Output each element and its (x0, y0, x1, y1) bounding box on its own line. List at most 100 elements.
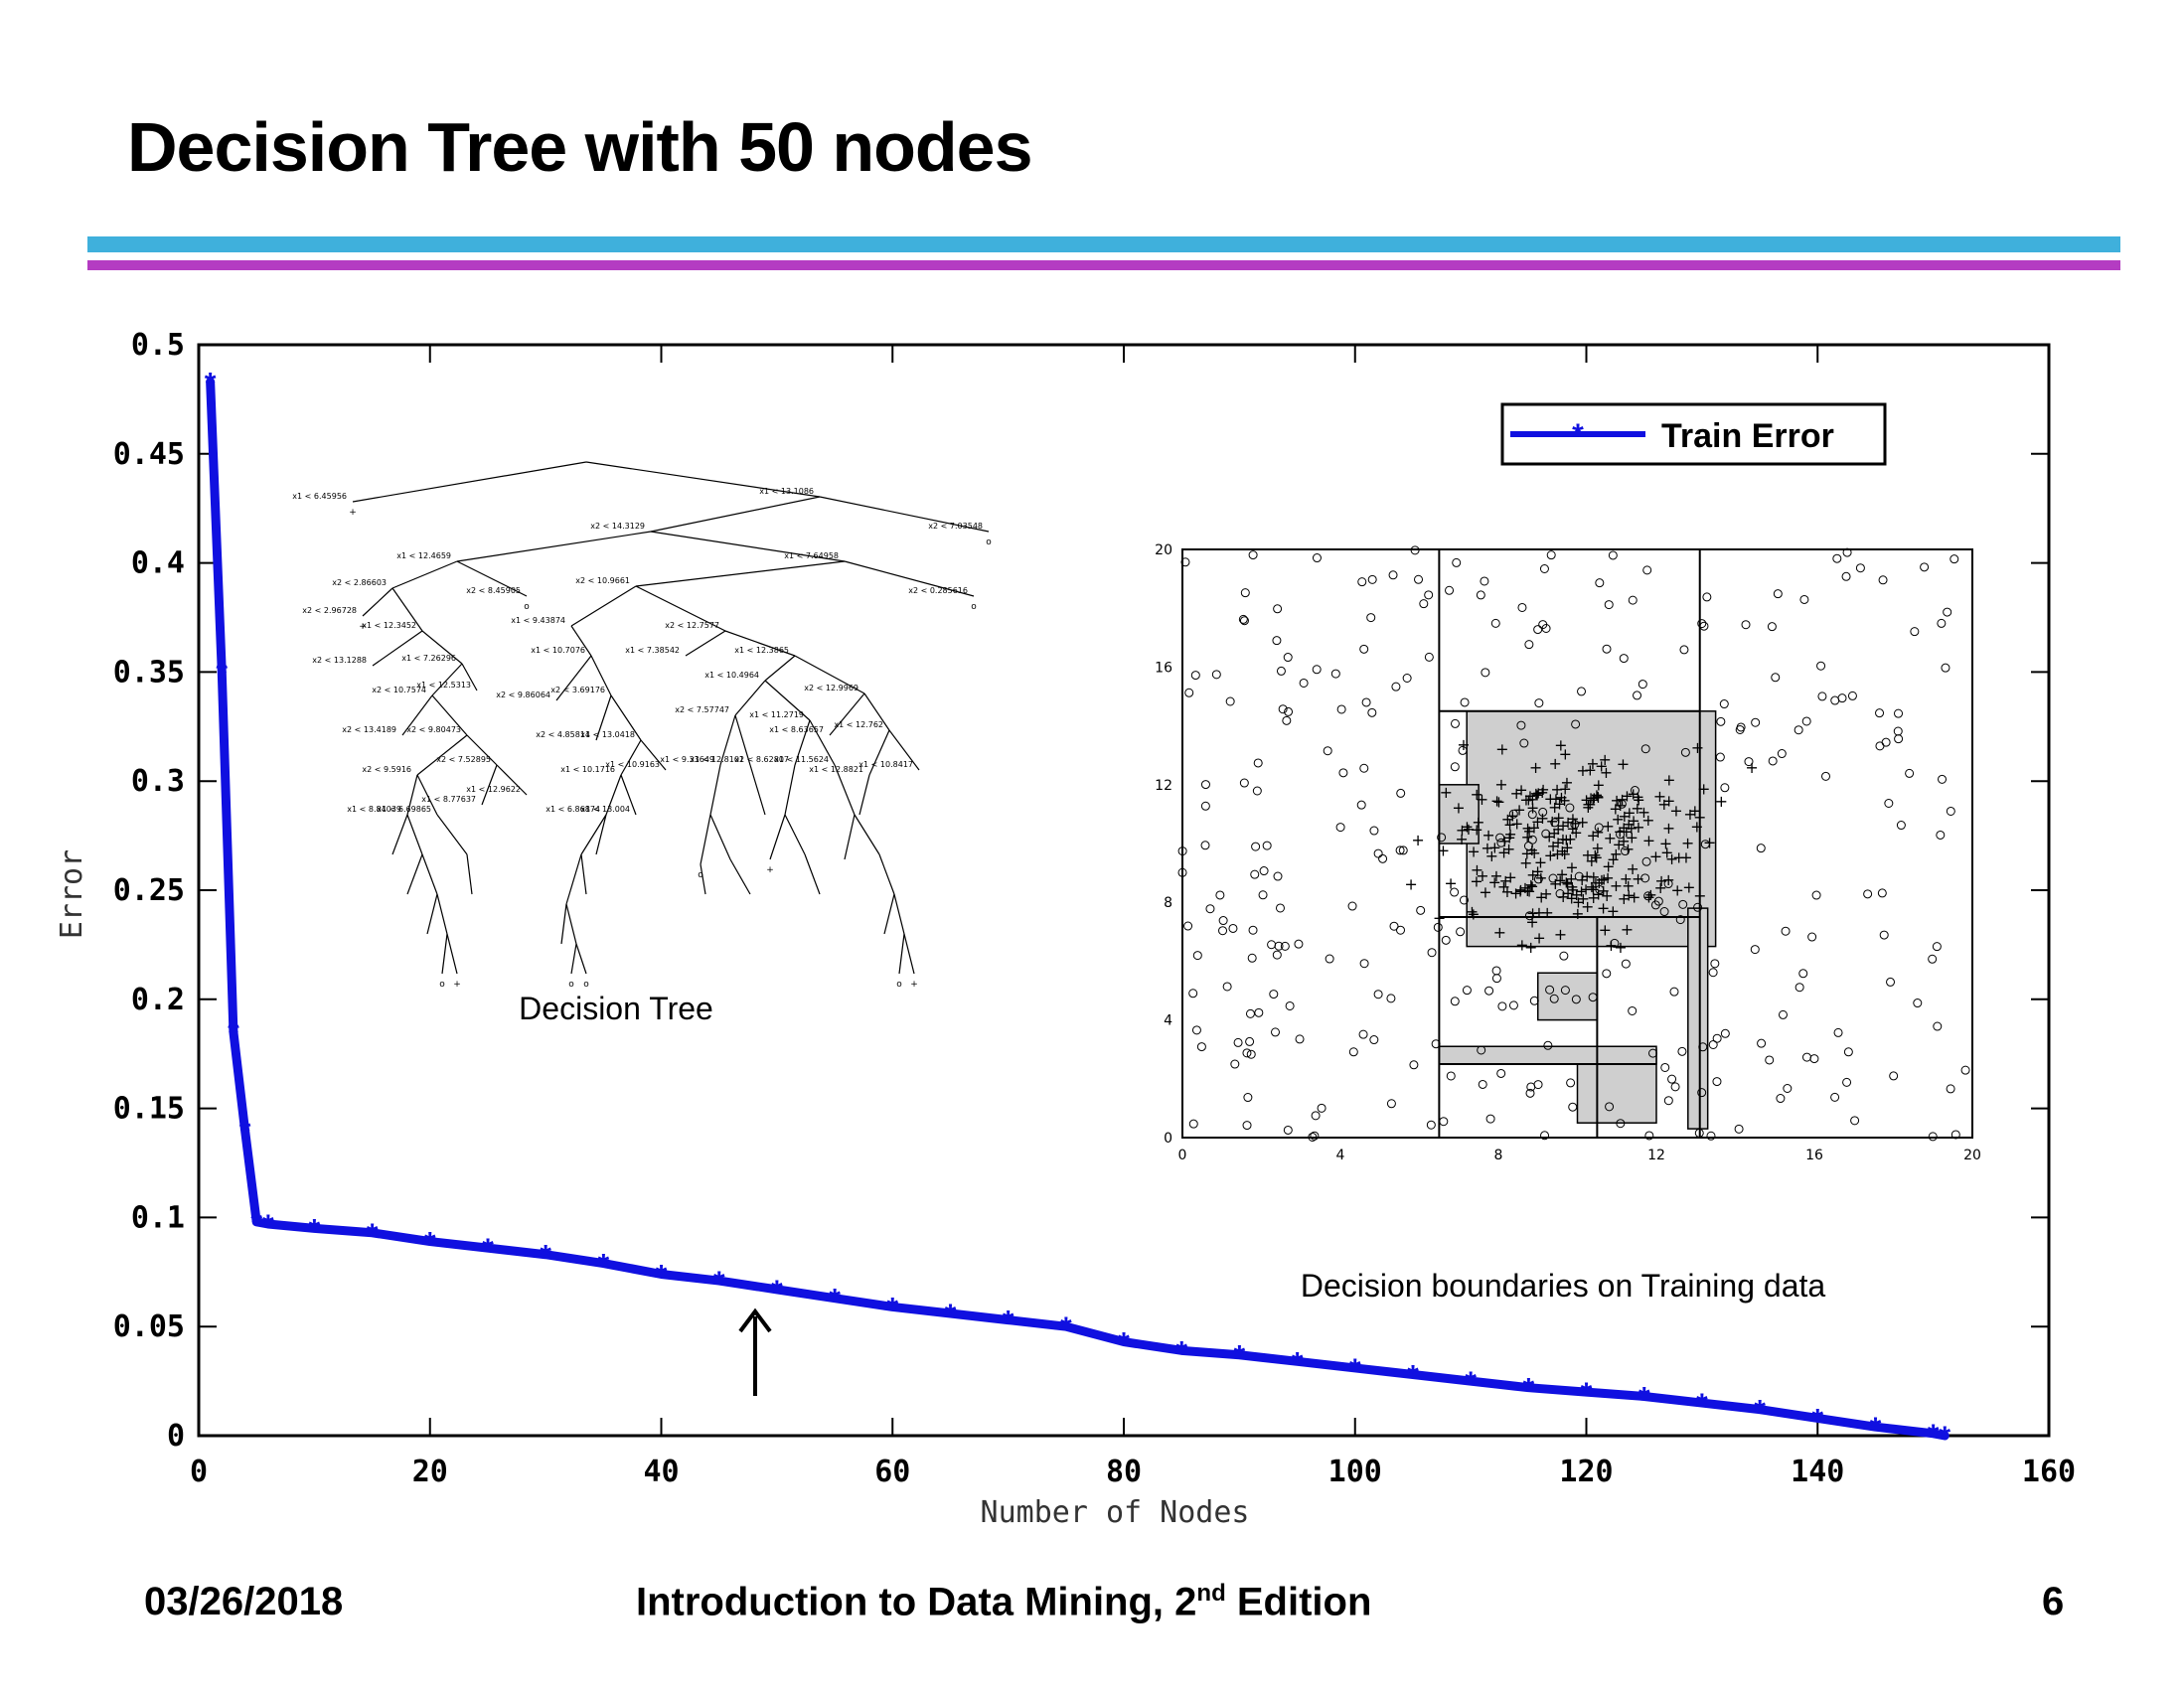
data-point-circle (1402, 673, 1412, 683)
data-point-circle (1549, 994, 1559, 1003)
data-point-plus: + (1476, 790, 1488, 809)
page-number: 6 (2042, 1580, 2065, 1623)
data-point-plus: + (1497, 877, 1510, 896)
data-point-circle (1533, 625, 1543, 635)
data-point: * (1638, 1381, 1650, 1414)
data-point-plus: + (1461, 817, 1474, 836)
data-point-circle (1715, 752, 1725, 762)
data-point-circle (1529, 996, 1539, 1005)
data-point-circle (1833, 1027, 1843, 1037)
tree-edge (496, 764, 528, 796)
data-point-circle (1410, 545, 1420, 555)
footer-book-prefix: Introduction to Data Mining, 2 (636, 1580, 1197, 1624)
data-point-circle (1648, 1048, 1658, 1058)
tree-split-label: x1 < 12.8101 (690, 755, 744, 764)
data-point-circle (1777, 749, 1787, 759)
data-point: * (1939, 1421, 1950, 1454)
tree-edge (441, 933, 448, 975)
data-point-circle (1317, 1103, 1326, 1113)
y-tick-label: 0.2 (131, 983, 185, 1017)
data-point-circle (1228, 923, 1238, 933)
data-point-circle (1347, 901, 1357, 911)
data-point-plus: + (1553, 794, 1566, 813)
x-tick-label: 40 (643, 1455, 679, 1489)
data-point-circle (1280, 941, 1290, 951)
data-point-circle (1276, 666, 1286, 676)
data-point: * (1060, 1311, 1072, 1344)
data-point-plus: + (1532, 929, 1545, 948)
data-point-circle (1242, 1048, 1252, 1058)
data-point-plus: + (1662, 791, 1675, 810)
data-point-circle (1677, 1046, 1687, 1056)
data-point-circle (1246, 1049, 1256, 1059)
tree-edge (406, 774, 418, 816)
boundary-y-tick: 20 (1155, 542, 1172, 558)
data-point-plus: + (1558, 791, 1571, 810)
data-point-circle (1251, 842, 1261, 851)
data-point-circle (1799, 594, 1809, 604)
data-point-plus: + (1581, 897, 1594, 916)
data-point: * (945, 1299, 957, 1331)
tree-edge (426, 893, 438, 935)
data-point: * (771, 1275, 783, 1307)
data-point-circle (1526, 1082, 1536, 1092)
tree-edge (700, 863, 706, 895)
data-point-plus: + (1610, 876, 1623, 895)
data-point-plus: + (1569, 823, 1582, 842)
data-point-circle (1533, 874, 1543, 884)
data-point-plus: + (1519, 853, 1532, 872)
data-point: * (216, 657, 228, 690)
data-point-plus: + (1623, 803, 1636, 822)
tree-split-label: x1 < 12.5313 (416, 681, 471, 690)
data-point-plus: + (1560, 773, 1573, 792)
data-point-circle (1605, 1102, 1615, 1112)
data-point-circle (1275, 903, 1285, 913)
data-point-circle (1330, 669, 1340, 679)
data-point-circle (1233, 1037, 1243, 1047)
data-point-plus: + (1597, 881, 1610, 900)
tree-edge (466, 853, 473, 895)
data-point-plus: + (1620, 869, 1633, 888)
tree-leaf: o (524, 602, 530, 612)
data-point-circle (1338, 768, 1348, 778)
y-tick-label: 0.3 (131, 764, 185, 799)
tree-edge (729, 858, 751, 895)
boundary-x-tick: 12 (1647, 1148, 1665, 1163)
data-point: * (309, 1213, 321, 1246)
tree-leaf: o (971, 602, 977, 612)
data-point-circle (1451, 718, 1461, 728)
data-point: * (228, 1017, 239, 1050)
data-point-plus: + (1632, 818, 1644, 837)
data-point-plus: + (1681, 834, 1694, 852)
data-point-circle (1517, 602, 1527, 612)
data-point-plus: + (1501, 810, 1514, 829)
tree-edge (834, 764, 856, 816)
data-point-circle (1783, 1083, 1793, 1093)
tree-edge (570, 585, 637, 627)
x-tick-label: 140 (1791, 1455, 1844, 1489)
data-point-circle (1680, 747, 1690, 757)
boundary-caption: Decision boundaries on Training data (1301, 1268, 1826, 1304)
data-point: * (367, 1218, 379, 1251)
data-point-circle (1200, 780, 1210, 790)
data-point-circle (1524, 640, 1534, 650)
data-point-circle (1602, 644, 1612, 654)
series-line (206, 377, 1950, 1441)
data-point-plus: + (1532, 903, 1545, 922)
data-point-circle (1325, 954, 1334, 964)
data-point-plus: + (1504, 867, 1517, 886)
data-point-circle (1879, 930, 1889, 940)
data-point-circle (1519, 738, 1529, 748)
data-point-circle (1426, 1120, 1436, 1130)
data-point-circle (1577, 687, 1587, 696)
data-point-plus: + (1554, 736, 1567, 755)
data-point-circle (1946, 806, 1955, 816)
tree-edge (650, 531, 846, 562)
data-point-plus: + (1502, 840, 1515, 858)
data-point: * (1234, 1340, 1246, 1373)
data-point-plus: + (1558, 779, 1571, 798)
data-point-circle (1242, 1121, 1252, 1131)
data-point-circle (1359, 763, 1369, 773)
tree-split-label: x2 < 13.4189 (342, 725, 396, 734)
data-point-plus: + (1523, 787, 1536, 806)
